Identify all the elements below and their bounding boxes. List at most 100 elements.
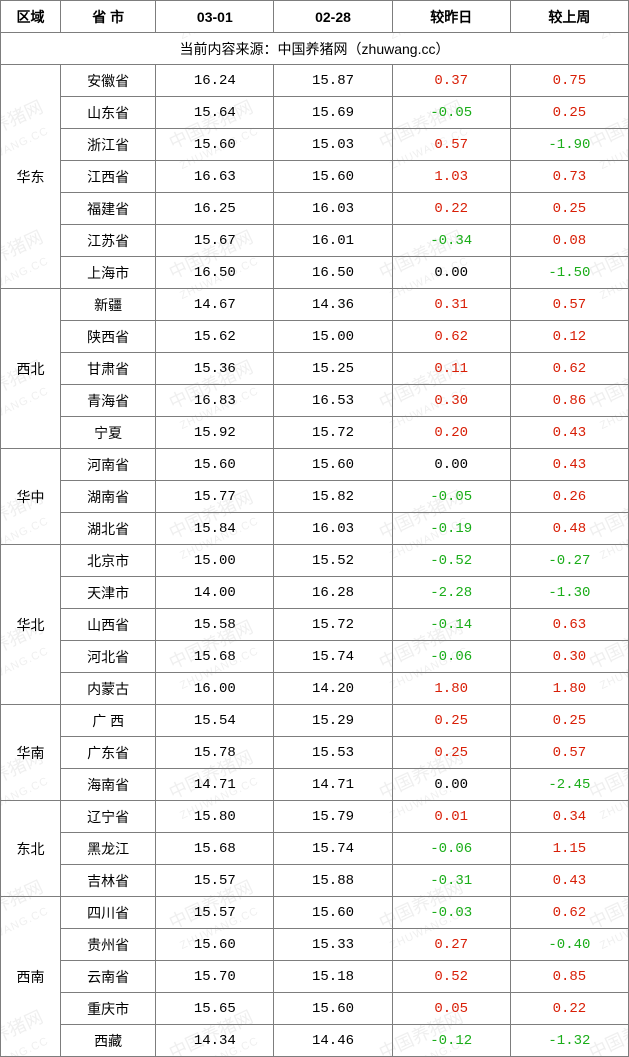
table-row: 贵州省15.6015.330.27-0.40 xyxy=(1,929,629,961)
province-cell: 江西省 xyxy=(61,161,156,193)
diff-day: -0.52 xyxy=(392,545,510,577)
province-cell: 重庆市 xyxy=(61,993,156,1025)
diff-week: -1.30 xyxy=(510,577,628,609)
diff-day: 1.80 xyxy=(392,673,510,705)
diff-day: -0.31 xyxy=(392,865,510,897)
region-cell: 西北 xyxy=(1,289,61,449)
table-row: 吉林省15.5715.88-0.310.43 xyxy=(1,865,629,897)
col-province: 省 市 xyxy=(61,1,156,33)
diff-week: 0.34 xyxy=(510,801,628,833)
diff-day: 0.22 xyxy=(392,193,510,225)
value-date1: 15.36 xyxy=(156,353,274,385)
table-row: 华东安徽省16.2415.870.370.75 xyxy=(1,65,629,97)
province-cell: 广 西 xyxy=(61,705,156,737)
table-row: 河北省15.6815.74-0.060.30 xyxy=(1,641,629,673)
value-date2: 16.03 xyxy=(274,193,392,225)
value-date1: 15.58 xyxy=(156,609,274,641)
province-cell: 湖北省 xyxy=(61,513,156,545)
diff-week: 0.25 xyxy=(510,97,628,129)
table-row: 福建省16.2516.030.220.25 xyxy=(1,193,629,225)
diff-week: 0.75 xyxy=(510,65,628,97)
value-date1: 15.57 xyxy=(156,897,274,929)
diff-day: -0.06 xyxy=(392,641,510,673)
province-cell: 上海市 xyxy=(61,257,156,289)
table-row: 华中河南省15.6015.600.000.43 xyxy=(1,449,629,481)
table-row: 西北新疆14.6714.360.310.57 xyxy=(1,289,629,321)
value-date2: 15.69 xyxy=(274,97,392,129)
diff-day: 0.57 xyxy=(392,129,510,161)
header-row: 区域 省 市 03-01 02-28 较昨日 较上周 xyxy=(1,1,629,33)
diff-day: -0.12 xyxy=(392,1025,510,1057)
table-row: 浙江省15.6015.030.57-1.90 xyxy=(1,129,629,161)
diff-day: 0.31 xyxy=(392,289,510,321)
province-cell: 西藏 xyxy=(61,1025,156,1057)
value-date2: 15.53 xyxy=(274,737,392,769)
table-row: 上海市16.5016.500.00-1.50 xyxy=(1,257,629,289)
value-date2: 16.01 xyxy=(274,225,392,257)
table-row: 华北北京市15.0015.52-0.52-0.27 xyxy=(1,545,629,577)
province-cell: 浙江省 xyxy=(61,129,156,161)
diff-day: 0.20 xyxy=(392,417,510,449)
value-date2: 15.88 xyxy=(274,865,392,897)
value-date2: 15.60 xyxy=(274,897,392,929)
table-row: 江西省16.6315.601.030.73 xyxy=(1,161,629,193)
diff-week: -2.45 xyxy=(510,769,628,801)
diff-week: 0.63 xyxy=(510,609,628,641)
value-date1: 15.68 xyxy=(156,833,274,865)
table-row: 青海省16.8316.530.300.86 xyxy=(1,385,629,417)
value-date1: 15.62 xyxy=(156,321,274,353)
province-cell: 内蒙古 xyxy=(61,673,156,705)
value-date1: 15.77 xyxy=(156,481,274,513)
diff-week: 1.80 xyxy=(510,673,628,705)
value-date1: 15.65 xyxy=(156,993,274,1025)
table-row: 华南广 西15.5415.290.250.25 xyxy=(1,705,629,737)
price-table: 区域 省 市 03-01 02-28 较昨日 较上周 当前内容来源：中国养猪网（… xyxy=(0,0,629,1057)
diff-day: 0.11 xyxy=(392,353,510,385)
table-row: 广东省15.7815.530.250.57 xyxy=(1,737,629,769)
value-date1: 16.83 xyxy=(156,385,274,417)
province-cell: 江苏省 xyxy=(61,225,156,257)
diff-day: -0.14 xyxy=(392,609,510,641)
value-date1: 15.64 xyxy=(156,97,274,129)
table-row: 黑龙江15.6815.74-0.061.15 xyxy=(1,833,629,865)
value-date2: 14.46 xyxy=(274,1025,392,1057)
region-cell: 西南 xyxy=(1,897,61,1057)
value-date1: 16.50 xyxy=(156,257,274,289)
value-date1: 14.00 xyxy=(156,577,274,609)
province-cell: 甘肃省 xyxy=(61,353,156,385)
value-date2: 15.87 xyxy=(274,65,392,97)
value-date1: 15.54 xyxy=(156,705,274,737)
value-date2: 15.74 xyxy=(274,641,392,673)
table-row: 陕西省15.6215.000.620.12 xyxy=(1,321,629,353)
value-date2: 14.36 xyxy=(274,289,392,321)
diff-day: 0.05 xyxy=(392,993,510,1025)
diff-day: -0.19 xyxy=(392,513,510,545)
table-row: 内蒙古16.0014.201.801.80 xyxy=(1,673,629,705)
diff-day: 0.01 xyxy=(392,801,510,833)
diff-day: 0.52 xyxy=(392,961,510,993)
value-date2: 15.25 xyxy=(274,353,392,385)
province-cell: 吉林省 xyxy=(61,865,156,897)
diff-week: 0.48 xyxy=(510,513,628,545)
table-row: 宁夏15.9215.720.200.43 xyxy=(1,417,629,449)
value-date2: 15.18 xyxy=(274,961,392,993)
value-date1: 16.63 xyxy=(156,161,274,193)
province-cell: 北京市 xyxy=(61,545,156,577)
province-cell: 宁夏 xyxy=(61,417,156,449)
diff-day: 0.30 xyxy=(392,385,510,417)
diff-day: 0.00 xyxy=(392,257,510,289)
value-date1: 14.67 xyxy=(156,289,274,321)
value-date1: 15.80 xyxy=(156,801,274,833)
province-cell: 湖南省 xyxy=(61,481,156,513)
col-diff-week: 较上周 xyxy=(510,1,628,33)
value-date2: 16.53 xyxy=(274,385,392,417)
province-cell: 贵州省 xyxy=(61,929,156,961)
value-date2: 16.03 xyxy=(274,513,392,545)
diff-week: 0.86 xyxy=(510,385,628,417)
value-date2: 15.60 xyxy=(274,993,392,1025)
value-date1: 15.70 xyxy=(156,961,274,993)
province-cell: 福建省 xyxy=(61,193,156,225)
diff-day: 0.62 xyxy=(392,321,510,353)
table-row: 甘肃省15.3615.250.110.62 xyxy=(1,353,629,385)
value-date1: 15.78 xyxy=(156,737,274,769)
